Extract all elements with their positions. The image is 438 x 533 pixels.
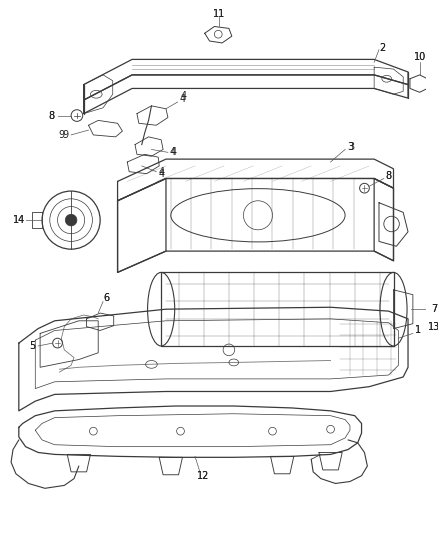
Text: 9: 9 (58, 130, 64, 140)
Text: 12: 12 (196, 471, 208, 481)
Text: 10: 10 (413, 52, 425, 62)
Text: 3: 3 (346, 142, 352, 151)
Text: 4: 4 (180, 91, 186, 101)
Text: 9: 9 (62, 130, 68, 140)
Text: 7: 7 (430, 304, 436, 314)
Text: 12: 12 (196, 471, 208, 481)
Text: 8: 8 (49, 110, 55, 120)
Text: 4: 4 (158, 168, 164, 179)
Text: 1: 1 (414, 326, 420, 335)
Text: 8: 8 (49, 110, 55, 120)
Text: 14: 14 (13, 215, 25, 225)
Text: 6: 6 (102, 293, 109, 303)
Text: 11: 11 (212, 9, 225, 19)
Text: 1: 1 (414, 326, 420, 335)
Text: 4: 4 (158, 167, 164, 177)
Text: 4: 4 (179, 94, 185, 104)
Text: 10: 10 (413, 52, 425, 62)
Text: 3: 3 (348, 142, 354, 151)
Circle shape (65, 214, 77, 226)
Text: 6: 6 (102, 293, 109, 303)
Text: 11: 11 (212, 9, 225, 19)
Text: 5: 5 (29, 341, 35, 351)
Text: 2: 2 (378, 43, 384, 53)
Text: 13: 13 (427, 321, 438, 332)
Text: 8: 8 (385, 171, 391, 181)
Text: 5: 5 (29, 341, 35, 351)
Text: 4: 4 (170, 147, 177, 157)
Text: 4: 4 (170, 147, 176, 157)
Text: 13: 13 (427, 321, 438, 332)
Text: 2: 2 (378, 43, 384, 53)
Text: 8: 8 (385, 171, 391, 181)
Text: 14: 14 (13, 215, 25, 225)
Text: 7: 7 (430, 304, 436, 314)
